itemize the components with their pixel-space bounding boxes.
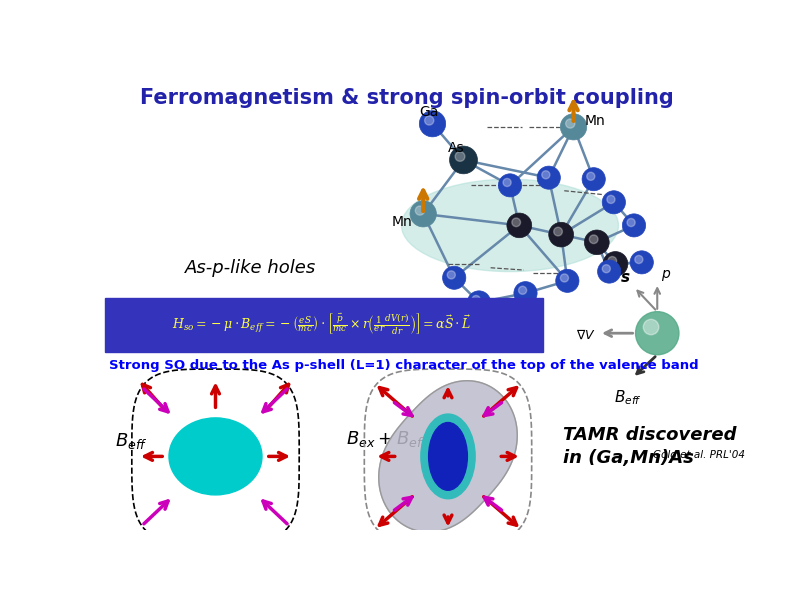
Text: in (Ga,Mn)As: in (Ga,Mn)As <box>563 449 694 466</box>
Circle shape <box>584 230 609 255</box>
Text: p: p <box>661 267 670 281</box>
Text: TAMR discovered: TAMR discovered <box>563 425 736 444</box>
Circle shape <box>455 152 465 161</box>
Circle shape <box>556 270 579 292</box>
Text: As: As <box>448 140 464 155</box>
Text: $\nabla V$: $\nabla V$ <box>576 328 596 342</box>
Circle shape <box>607 195 615 203</box>
Circle shape <box>630 251 653 274</box>
Circle shape <box>608 256 617 265</box>
Circle shape <box>415 206 425 215</box>
Ellipse shape <box>402 179 619 271</box>
Circle shape <box>589 235 598 243</box>
Circle shape <box>587 173 595 180</box>
Circle shape <box>643 320 659 335</box>
Circle shape <box>512 218 521 227</box>
Circle shape <box>537 166 561 189</box>
Circle shape <box>634 255 643 264</box>
Ellipse shape <box>169 418 262 495</box>
Ellipse shape <box>429 422 468 490</box>
FancyBboxPatch shape <box>106 298 543 352</box>
Circle shape <box>561 274 569 282</box>
Text: s: s <box>621 271 630 286</box>
Circle shape <box>635 312 679 355</box>
Circle shape <box>442 266 466 289</box>
Text: $B_{ex} + B_{eff}$: $B_{ex} + B_{eff}$ <box>345 430 429 449</box>
Text: $H_{so} = -\mu \cdot B_{eff} = -\left(\frac{eS}{mc}\right) \cdot \left[\frac{\ve: $H_{so} = -\mu \cdot B_{eff} = -\left(\f… <box>172 312 472 337</box>
Text: Mn: Mn <box>391 215 412 228</box>
Circle shape <box>449 146 477 174</box>
Text: As-p-like holes: As-p-like holes <box>185 259 316 277</box>
Text: $B_{eff}$: $B_{eff}$ <box>115 431 148 451</box>
Ellipse shape <box>421 414 475 499</box>
Circle shape <box>553 227 562 236</box>
Circle shape <box>419 111 445 137</box>
Circle shape <box>549 223 573 247</box>
Circle shape <box>603 252 628 276</box>
Text: Gold et al. PRL'04: Gold et al. PRL'04 <box>653 450 746 461</box>
Text: Strong SO due to the As p-shell (L=1) character of the top of the valence band: Strong SO due to the As p-shell (L=1) ch… <box>109 359 698 372</box>
Circle shape <box>472 296 480 303</box>
Circle shape <box>425 116 434 125</box>
Circle shape <box>565 119 575 128</box>
Circle shape <box>622 214 646 237</box>
Circle shape <box>542 171 550 179</box>
Circle shape <box>514 281 537 305</box>
Circle shape <box>598 260 621 283</box>
Circle shape <box>503 178 511 186</box>
Text: Ferromagnetism & strong spin-orbit coupling: Ferromagnetism & strong spin-orbit coupl… <box>140 88 674 108</box>
Circle shape <box>602 191 626 214</box>
Circle shape <box>627 218 635 227</box>
Text: Mn: Mn <box>584 114 605 129</box>
Text: Ga: Ga <box>419 105 438 119</box>
Circle shape <box>582 168 605 191</box>
Circle shape <box>561 114 587 140</box>
Text: $B_{eff}$: $B_{eff}$ <box>614 389 642 408</box>
Circle shape <box>518 286 526 295</box>
Polygon shape <box>379 381 517 532</box>
Circle shape <box>447 271 456 279</box>
Circle shape <box>602 265 611 273</box>
Circle shape <box>507 213 532 238</box>
Circle shape <box>410 201 437 227</box>
Circle shape <box>468 291 491 314</box>
Circle shape <box>499 174 522 197</box>
